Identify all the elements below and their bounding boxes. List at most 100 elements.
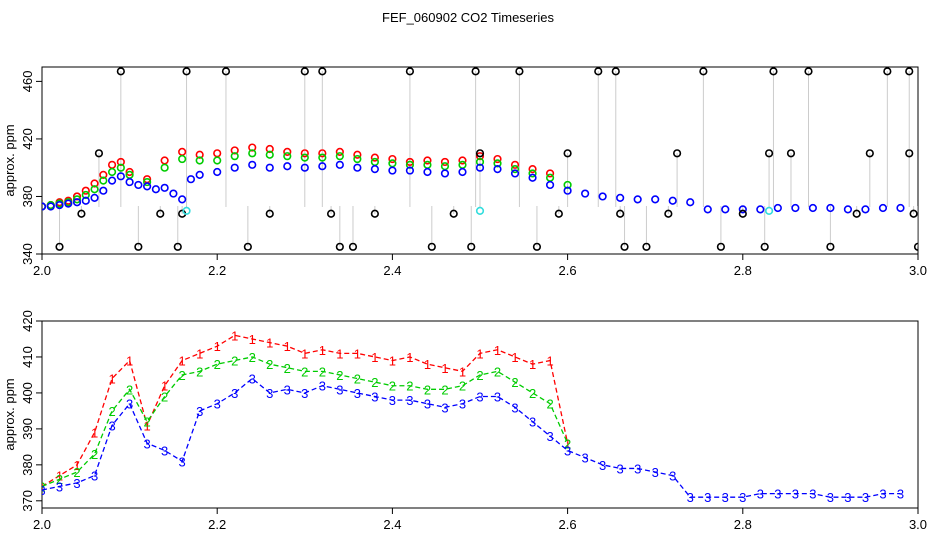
data-point (107, 167, 117, 177)
data-point (134, 242, 143, 251)
data-point (370, 157, 379, 167)
data-point-label: 3 (897, 487, 904, 502)
data-point-label: 2 (56, 472, 63, 487)
data-point-label: 3 (862, 490, 869, 505)
data-point-label: 3 (879, 487, 886, 502)
data-point (769, 67, 778, 76)
data-point (475, 163, 485, 172)
data-point-label: 3 (582, 451, 589, 466)
data-point (672, 149, 682, 158)
data-point-label: 2 (564, 436, 571, 451)
data-point-label: 1 (126, 354, 133, 369)
data-point (493, 154, 502, 164)
data-point (318, 162, 327, 171)
data-point-label: 1 (91, 425, 98, 440)
data-point-label: 3 (108, 418, 115, 433)
y-tick-label: 420 (20, 310, 35, 332)
data-point (107, 160, 117, 169)
data-point (335, 152, 344, 161)
data-point (72, 198, 82, 207)
data-point (616, 193, 625, 202)
data-point-label: 2 (249, 350, 256, 365)
data-point (458, 167, 467, 177)
data-point (686, 198, 695, 207)
data-point-label: 3 (126, 397, 133, 412)
data-point-label: 1 (441, 361, 448, 376)
data-point (721, 205, 730, 214)
data-point-label: 1 (231, 328, 238, 343)
data-point (620, 242, 629, 251)
data-point-label: 2 (336, 368, 343, 383)
series-line (42, 356, 569, 488)
data-point (716, 242, 726, 251)
data-point (55, 200, 64, 210)
data-point-label: 3 (284, 382, 291, 397)
data-point (510, 160, 520, 169)
data-point-label: 1 (144, 418, 151, 433)
data-point-label: 3 (56, 479, 63, 494)
y-tick-label: 420 (20, 128, 35, 150)
data-point-label: 2 (161, 390, 168, 405)
data-point (182, 206, 191, 215)
y-tick-label: 460 (20, 71, 35, 93)
data-point (449, 209, 458, 218)
data-point (99, 176, 108, 185)
data-point (335, 242, 344, 251)
data-point (265, 144, 274, 154)
data-point (143, 177, 152, 187)
data-point-label: 3 (301, 386, 308, 401)
y-tick-label: 370 (20, 490, 35, 512)
data-point (843, 205, 853, 214)
data-point-label: 1 (424, 357, 431, 372)
data-point (475, 206, 485, 215)
data-point (510, 165, 520, 174)
data-point (563, 180, 572, 190)
data-point-label: 1 (564, 436, 571, 451)
data-point-label: 3 (371, 390, 378, 405)
data-point (493, 165, 502, 174)
data-point (633, 195, 642, 204)
data-point-label: 3 (564, 443, 571, 458)
data-point-label: 1 (108, 372, 115, 387)
data-point-label: 3 (179, 454, 186, 469)
data-point (791, 203, 800, 213)
data-point (370, 165, 379, 174)
data-point (545, 169, 555, 178)
data-point (475, 152, 485, 161)
data-point (905, 149, 914, 158)
data-point (826, 203, 835, 213)
data-point (852, 209, 861, 218)
data-point (221, 67, 231, 76)
bottom-panel: 2.0 2.2 2.4 2.6 2.8 3.0 370 380 390 400 410 420 appr… (2, 310, 927, 532)
data-point-label: 2 (179, 368, 186, 383)
data-point-label: 3 (757, 487, 764, 502)
data-point (116, 172, 125, 181)
data-point-label: 1 (319, 343, 326, 358)
data-point (348, 242, 358, 251)
figure-title: FEF_060902 CO2 Timeseries (382, 10, 554, 25)
data-point (905, 67, 914, 76)
data-point (300, 67, 309, 76)
data-point-label: 3 (161, 443, 168, 458)
data-point (440, 157, 450, 167)
plot-area (42, 67, 918, 251)
data-point (528, 173, 537, 182)
data-point-label: 2 (73, 465, 80, 480)
top-panel: 2.0 2.2 2.4 2.6 2.8 3.0 340 380 420 460 approx. pp… (2, 66, 927, 278)
y-tick-label: 400 (20, 382, 35, 404)
data-point (515, 67, 524, 76)
data-point-label: 2 (424, 382, 431, 397)
data-point (405, 157, 415, 167)
data-point (808, 203, 817, 213)
data-point (532, 242, 542, 251)
data-point (160, 183, 169, 192)
data-point (786, 149, 796, 158)
data-point (99, 170, 108, 179)
data-point (81, 186, 90, 195)
data-point-label: 2 (459, 379, 466, 394)
data-point-label: 2 (494, 364, 501, 379)
data-point-label: 1 (371, 350, 378, 365)
